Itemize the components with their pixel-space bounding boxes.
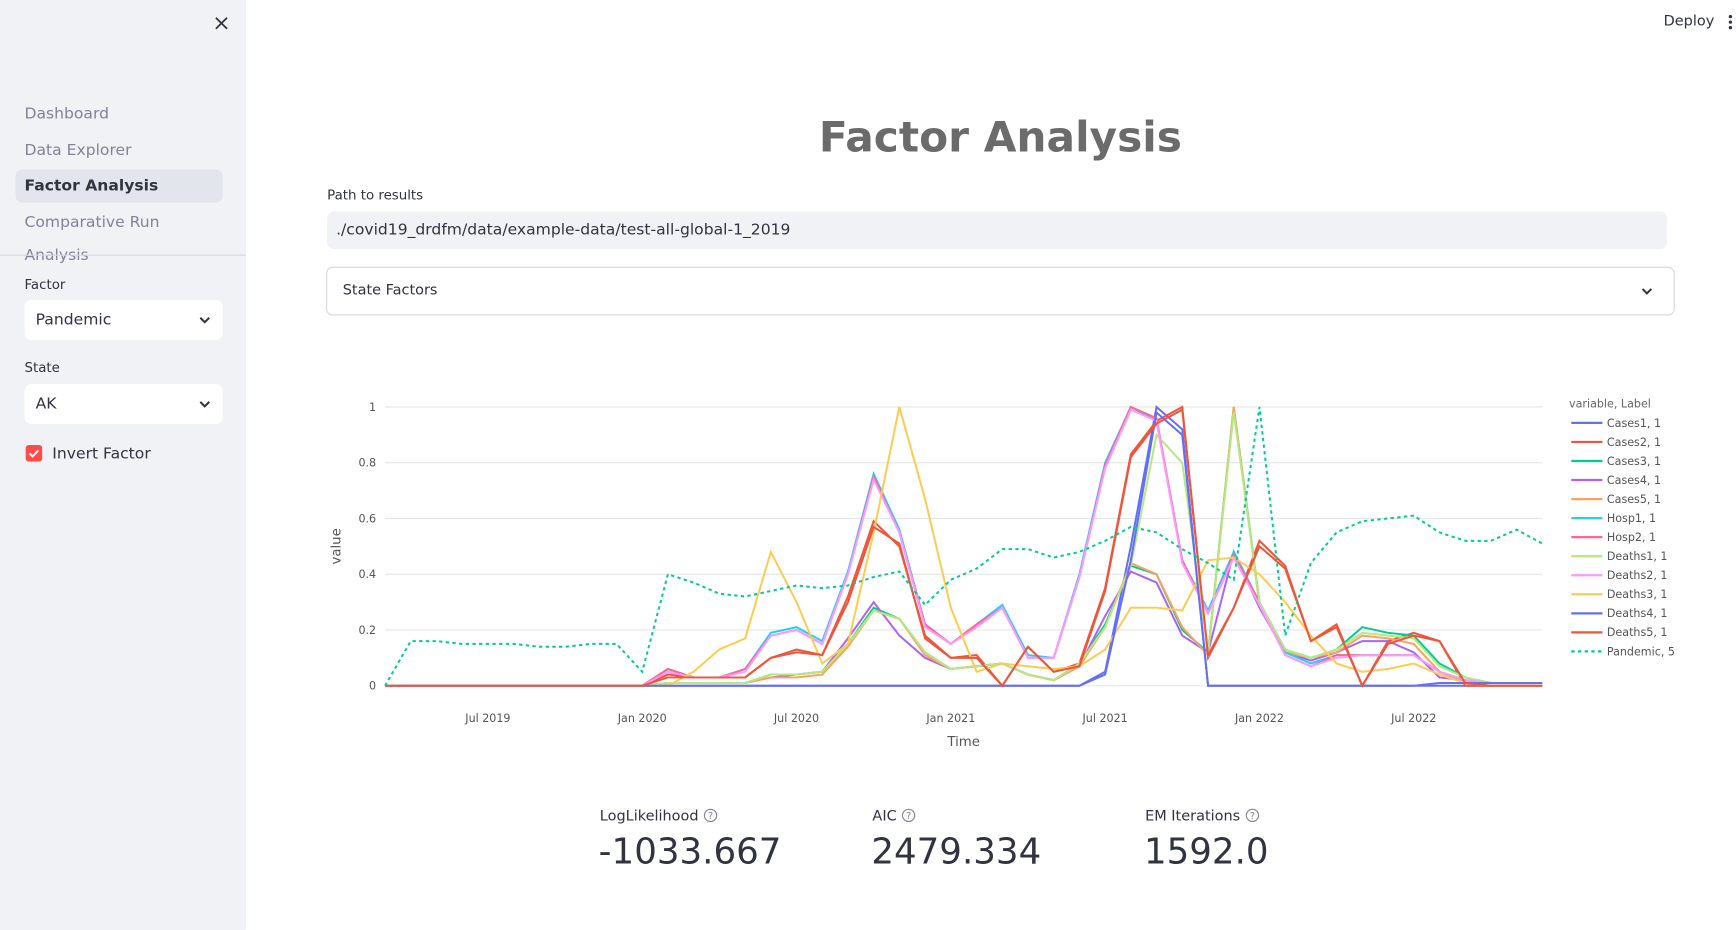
svg-text:?: ? — [1249, 811, 1254, 822]
factor-label: Factor — [24, 276, 66, 293]
y-tick-label: 0.2 — [358, 624, 376, 637]
select-value: Pandemic — [35, 311, 112, 329]
y-tick-label: 0 — [369, 680, 376, 693]
x-tick-label: Jul 2019 — [464, 712, 510, 725]
legend-label: Cases5, 1 — [1607, 493, 1661, 506]
y-axis-label: value — [329, 528, 344, 564]
menu-button[interactable] — [1726, 13, 1735, 31]
legend-title: variable, Label — [1569, 397, 1651, 410]
metric-label: EM Iterations ? — [1145, 808, 1259, 825]
close-button[interactable] — [214, 15, 230, 30]
y-tick-label: 0.8 — [358, 457, 376, 470]
nav-item[interactable]: Comparative Run Analysis — [24, 213, 160, 265]
series-line — [385, 548, 1543, 687]
y-tick-label: 0.6 — [358, 512, 376, 525]
legend-label: Hosp2, 1 — [1607, 531, 1656, 544]
chevron — [1641, 288, 1653, 295]
metric-value: 2479.334 — [871, 830, 1042, 873]
legend-label: Cases4, 1 — [1607, 474, 1661, 487]
path-input[interactable]: ./covid19_drdfm/data/example-data/test-a… — [327, 211, 1667, 250]
legend-label: Cases1, 1 — [1607, 417, 1661, 430]
series-line — [385, 406, 1543, 687]
series-line — [385, 408, 1543, 688]
series-line — [385, 412, 1543, 687]
series-line — [385, 405, 1543, 687]
legend-label: Deaths3, 1 — [1607, 588, 1668, 601]
checkbox[interactable] — [25, 445, 43, 462]
chart: 0 0.2 0.4 0.6 0.8 1 Jul 2019 Jan 2020 Jul 2020 Ja… — [329, 397, 1675, 750]
state-select[interactable]: AK — [24, 384, 223, 425]
legend-label: Deaths2, 1 — [1607, 569, 1668, 582]
series-line — [384, 406, 1543, 687]
series-line — [385, 410, 1543, 687]
metric-value: -1033.667 — [598, 830, 782, 873]
chevron — [199, 401, 210, 408]
x-tick-label: Jul 2021 — [1082, 712, 1128, 725]
x-tick-label: Jan 2022 — [1234, 712, 1284, 725]
chevron — [199, 317, 210, 324]
nav-item[interactable]: Factor Analysis — [15, 169, 223, 203]
sidebar: Dashboard Data Explorer Factor Analysis … — [0, 0, 246, 930]
metric-label: AIC ? — [872, 808, 916, 825]
legend-label: Deaths4, 1 — [1607, 607, 1668, 620]
y-tick-label: 0.4 — [358, 568, 376, 581]
metric-label-text: LogLikelihood — [599, 808, 699, 825]
legend-label: Cases3, 1 — [1607, 455, 1661, 468]
legend-label: Cases2, 1 — [1607, 436, 1661, 449]
x-tick-label: Jul 2022 — [1390, 712, 1436, 725]
legend-label: Hosp1, 1 — [1607, 512, 1656, 525]
svg-text:?: ? — [708, 811, 713, 822]
series-line — [385, 405, 1543, 688]
help-icon[interactable]: ? — [703, 808, 718, 822]
nav-item[interactable]: Dashboard — [24, 105, 110, 123]
help-icon[interactable]: ? — [1245, 808, 1259, 822]
x-tick-label: Jan 2020 — [617, 712, 667, 725]
metric-label-text: AIC — [872, 808, 897, 825]
x-tick-label: Jul 2020 — [773, 712, 819, 725]
help-icon[interactable]: ? — [901, 808, 916, 822]
expander[interactable]: State Factors — [326, 266, 1675, 316]
series-line — [385, 405, 1543, 687]
main: Deploy Factor Analysis Path to results .… — [246, 0, 1736, 930]
legend-label: Pandemic, 5 — [1607, 645, 1675, 658]
series-line — [385, 406, 1543, 687]
checkbox-label: Invert Factor — [52, 445, 151, 463]
factor-select[interactable]: Pandemic — [24, 300, 223, 340]
series-line — [385, 405, 1543, 687]
input-label: Path to results — [327, 187, 424, 203]
x-tick-label: Jan 2021 — [925, 712, 975, 725]
expander-label: State Factors — [342, 282, 438, 299]
series-line — [385, 408, 1543, 687]
y-tick-label: 1 — [369, 401, 376, 414]
legend-label: Deaths5, 1 — [1607, 626, 1668, 639]
page-title: Factor Analysis — [818, 112, 1182, 162]
metric-value: 1592.0 — [1143, 830, 1269, 873]
svg-text:?: ? — [906, 811, 911, 822]
metric-label: LogLikelihood ? — [600, 808, 718, 825]
state-label: State — [24, 359, 60, 376]
divider — [0, 254, 246, 256]
series-line — [385, 406, 1543, 687]
nav-item[interactable]: Data Explorer — [24, 141, 132, 160]
legend-label: Deaths1, 1 — [1607, 550, 1668, 563]
x-axis-label: Time — [946, 735, 980, 750]
select-value: AK — [35, 395, 57, 413]
deploy-button[interactable]: Deploy — [1663, 13, 1715, 30]
metric-label-text: EM Iterations — [1145, 808, 1241, 825]
